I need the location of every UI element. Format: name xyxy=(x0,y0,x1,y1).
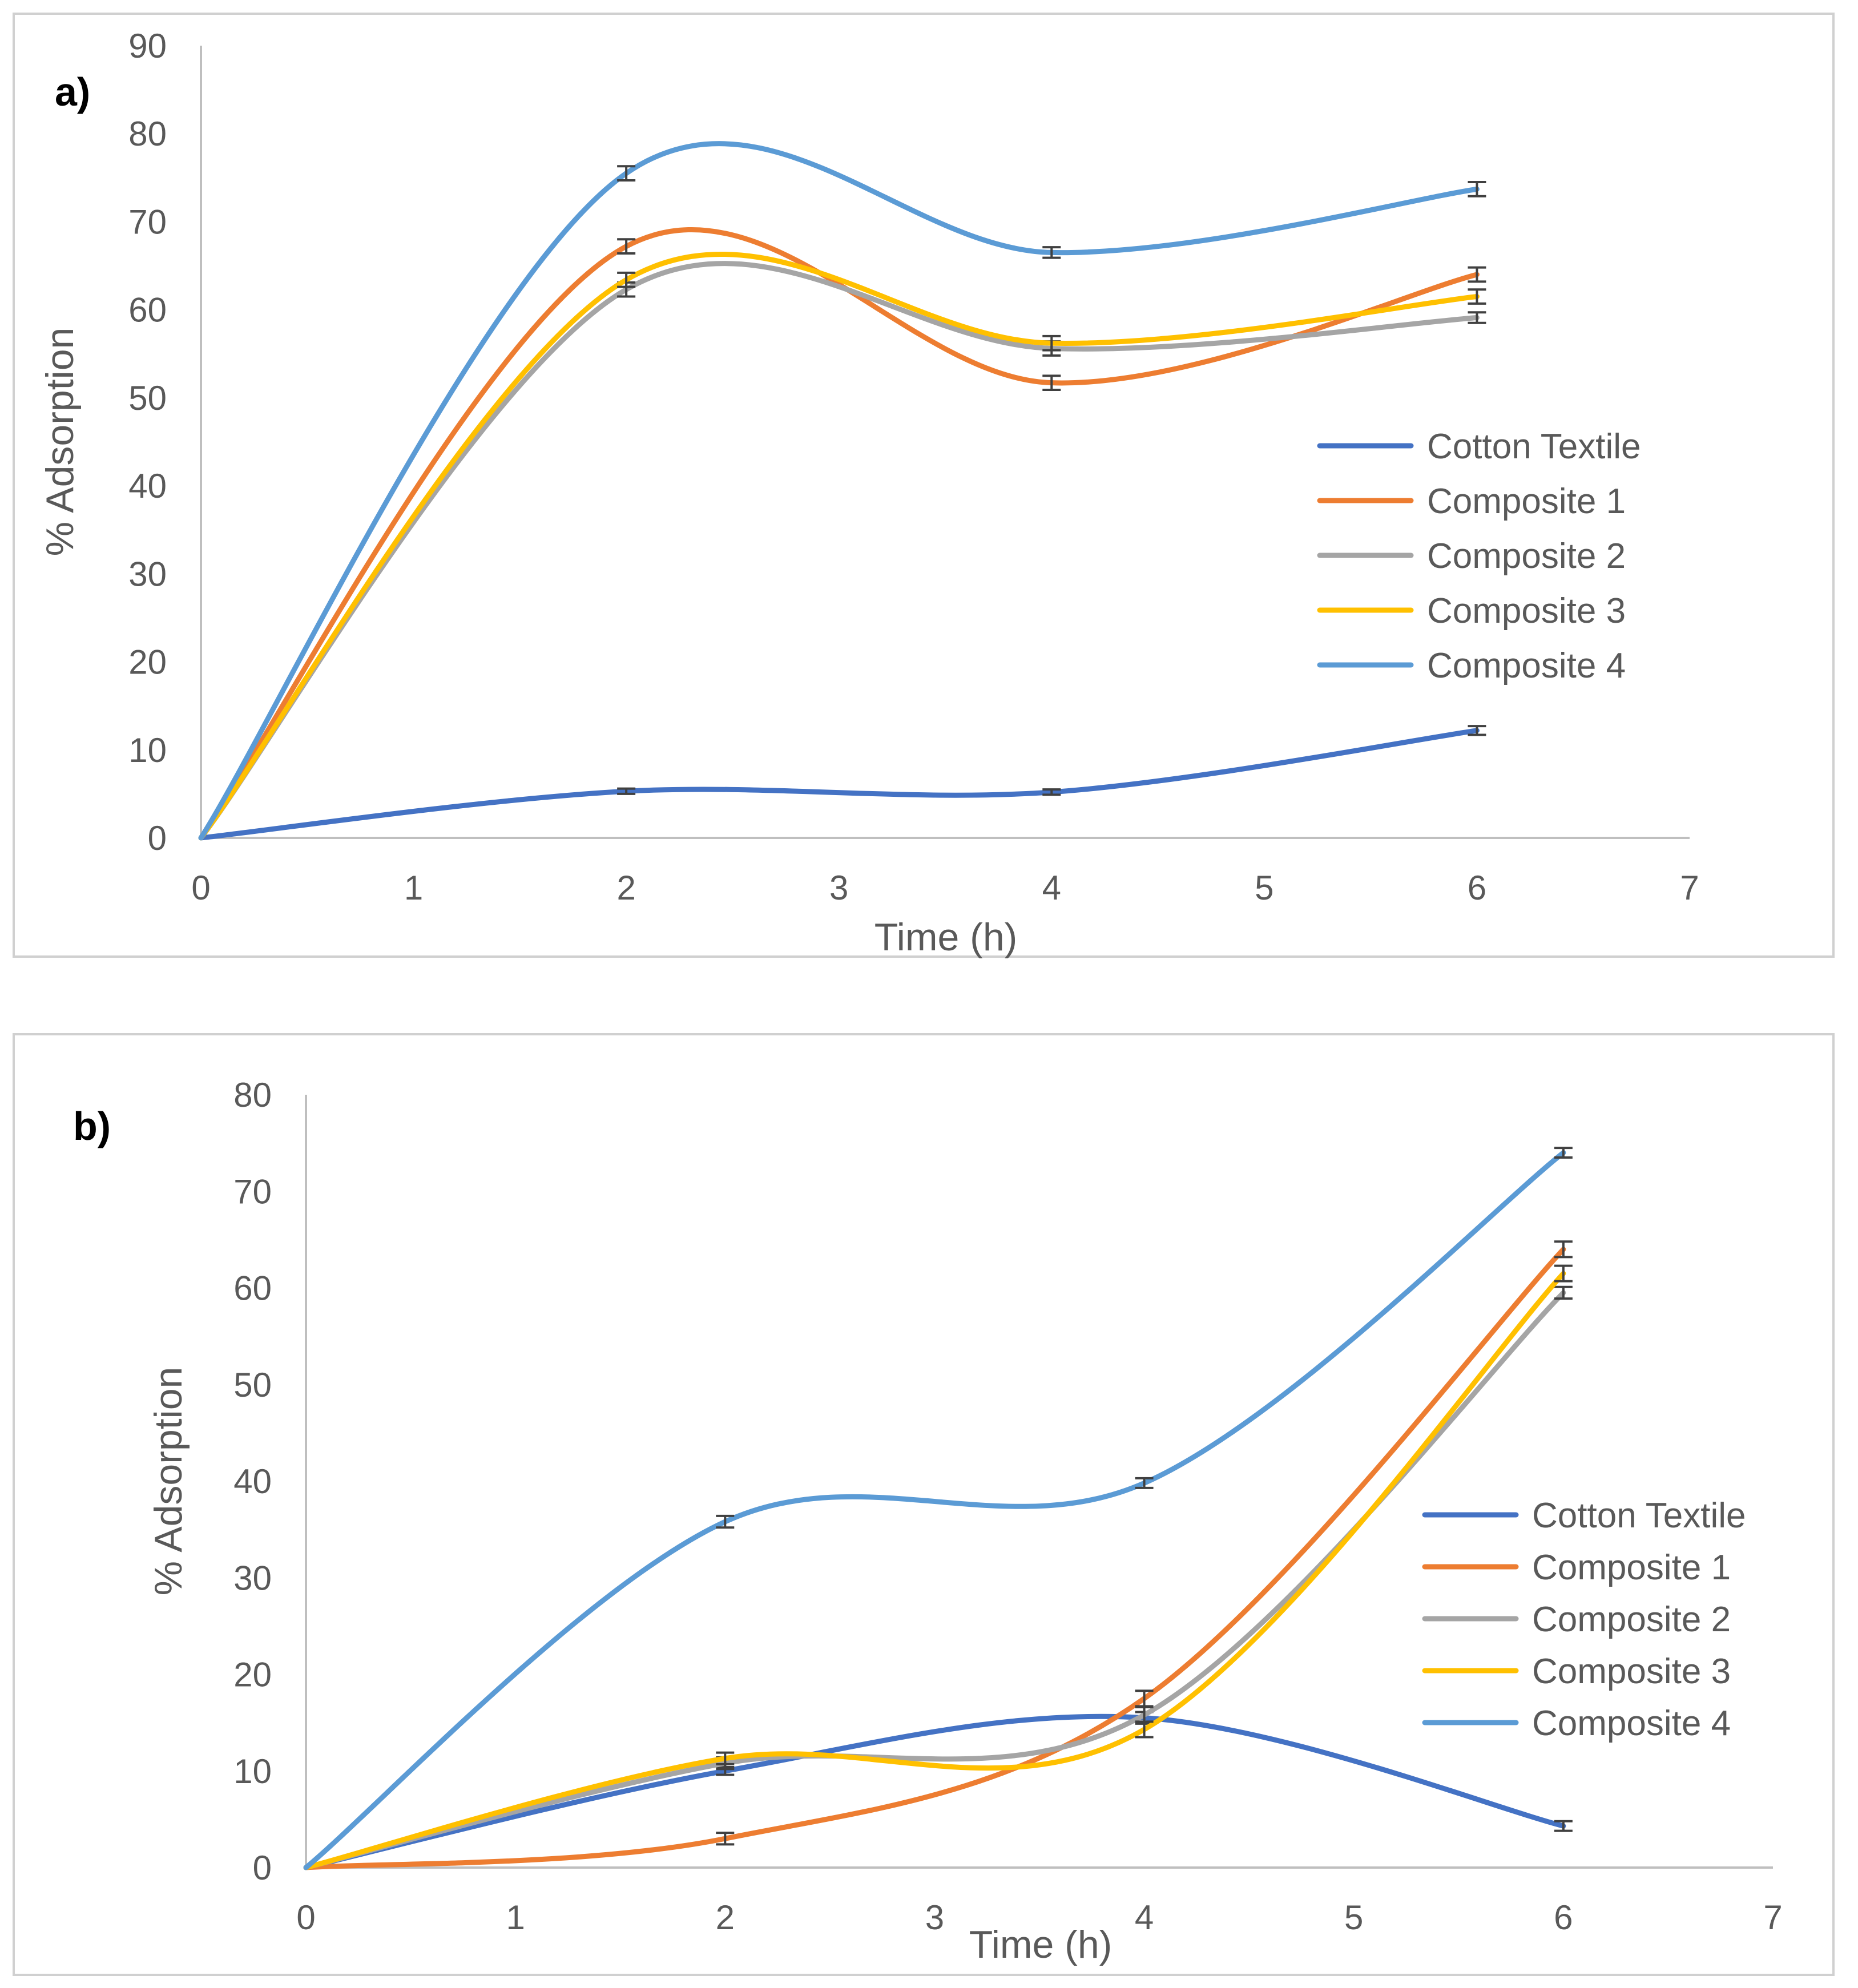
error-bar xyxy=(1554,1264,1573,1283)
x-tick-label: 3 xyxy=(925,1898,944,1937)
y-tick-label: 20 xyxy=(233,1656,272,1694)
error-bar xyxy=(617,165,636,182)
chart-frame xyxy=(13,13,1835,958)
error-bar xyxy=(1135,1720,1154,1739)
error-bar xyxy=(1554,1147,1573,1159)
error-bar xyxy=(1468,266,1486,283)
x-axis-title: Time (h) xyxy=(874,916,1018,959)
error-bar xyxy=(716,1751,735,1765)
x-tick-label: 4 xyxy=(1135,1898,1154,1937)
y-tick-label: 80 xyxy=(128,115,167,153)
series-line-composite-1 xyxy=(198,227,1480,841)
x-tick-label: 0 xyxy=(296,1898,315,1937)
error-bar xyxy=(716,1832,735,1846)
x-tick-label: 0 xyxy=(191,869,210,907)
y-tick-label: 0 xyxy=(148,819,167,857)
y-tick-label: 0 xyxy=(253,1849,272,1887)
series-line-composite-3 xyxy=(303,1271,1566,1870)
error-bar xyxy=(617,787,636,795)
panel-label: a) xyxy=(55,70,90,114)
x-tick-label: 6 xyxy=(1468,869,1486,907)
y-tick-label: 90 xyxy=(128,27,167,65)
y-tick-label: 10 xyxy=(233,1752,272,1791)
legend-label: Composite 2 xyxy=(1532,1600,1731,1639)
x-axis-title: Time (h) xyxy=(969,1923,1113,1966)
x-tick-label: 7 xyxy=(1763,1898,1782,1937)
x-tick-label: 6 xyxy=(1554,1898,1573,1937)
error-bar xyxy=(1468,311,1486,324)
error-bar xyxy=(617,271,636,288)
x-tick-label: 1 xyxy=(506,1898,525,1937)
x-tick-label: 5 xyxy=(1344,1898,1363,1937)
x-tick-label: 3 xyxy=(829,869,848,907)
series-line-composite-3 xyxy=(198,251,1480,841)
error-bar xyxy=(1468,288,1486,305)
x-tick-label: 7 xyxy=(1680,869,1699,907)
legend-label: Composite 1 xyxy=(1532,1548,1731,1587)
series-line-composite-1 xyxy=(303,1247,1566,1870)
y-tick-label: 10 xyxy=(128,731,167,769)
error-bar xyxy=(617,238,636,255)
y-tick-label: 20 xyxy=(128,643,167,682)
error-bar xyxy=(1042,246,1061,259)
legend: Cotton Textile Composite 1 Composite 2 Comp… xyxy=(1422,1496,1746,1743)
legend-label: Cotton Textile xyxy=(1532,1496,1746,1535)
series-line-composite-4 xyxy=(303,1150,1566,1870)
x-tick-label: 5 xyxy=(1255,869,1273,907)
error-bar xyxy=(1135,1477,1154,1489)
legend-label: Composite 2 xyxy=(1427,537,1626,576)
error-bar xyxy=(1042,334,1061,352)
y-tick-label: 50 xyxy=(128,379,167,417)
chart-panel-a: 0 10 20 30 40 50 60 70 80 90 0 1 2 3 4 5 6 7 Time (h) % Ads… xyxy=(13,13,1835,959)
y-tick-label: 60 xyxy=(128,291,167,329)
y-tick-label: 40 xyxy=(233,1462,272,1501)
panel-label: b) xyxy=(73,1104,111,1148)
error-bar xyxy=(1042,374,1061,392)
x-tick-label: 2 xyxy=(716,1898,735,1937)
series-line-cotton-textile xyxy=(198,728,1480,841)
y-axis-title: % Adsorption xyxy=(147,1367,190,1596)
legend-label: Cotton Textile xyxy=(1427,427,1641,466)
y-tick-label: 40 xyxy=(128,467,167,505)
error-bar xyxy=(1468,181,1486,197)
legend-label: Composite 3 xyxy=(1427,591,1626,631)
error-bar xyxy=(1554,1285,1573,1300)
chart-panel-b: 0 10 20 30 40 50 60 70 80 0 1 2 3 4 5 6 7 Time (h) % Adsor… xyxy=(13,1033,1835,1976)
y-tick-label: 30 xyxy=(233,1559,272,1597)
y-tick-label: 80 xyxy=(233,1076,272,1114)
error-bar xyxy=(716,1514,735,1529)
series-line-composite-4 xyxy=(198,141,1480,841)
x-tick-label: 1 xyxy=(404,869,423,907)
legend-label: Composite 4 xyxy=(1532,1704,1731,1743)
error-bar xyxy=(1042,788,1061,796)
series-line-cotton-textile xyxy=(303,1713,1566,1870)
legend-label: Composite 4 xyxy=(1427,646,1626,685)
x-tick-label: 2 xyxy=(616,869,635,907)
error-bar xyxy=(1468,725,1486,736)
y-tick-label: 50 xyxy=(233,1366,272,1404)
y-axis-title: % Adsorption xyxy=(38,328,82,557)
error-bar xyxy=(1554,1240,1573,1259)
y-tick-label: 70 xyxy=(233,1172,272,1211)
x-tick-label: 4 xyxy=(1042,869,1061,907)
error-bar xyxy=(1554,1820,1573,1832)
legend-label: Composite 1 xyxy=(1427,482,1626,521)
legend-label: Composite 3 xyxy=(1532,1652,1731,1691)
legend: Cotton Textile Composite 1 Composite 2 Comp… xyxy=(1317,427,1641,685)
y-tick-label: 30 xyxy=(128,555,167,593)
y-tick-label: 60 xyxy=(233,1269,272,1308)
y-tick-label: 70 xyxy=(128,203,167,241)
